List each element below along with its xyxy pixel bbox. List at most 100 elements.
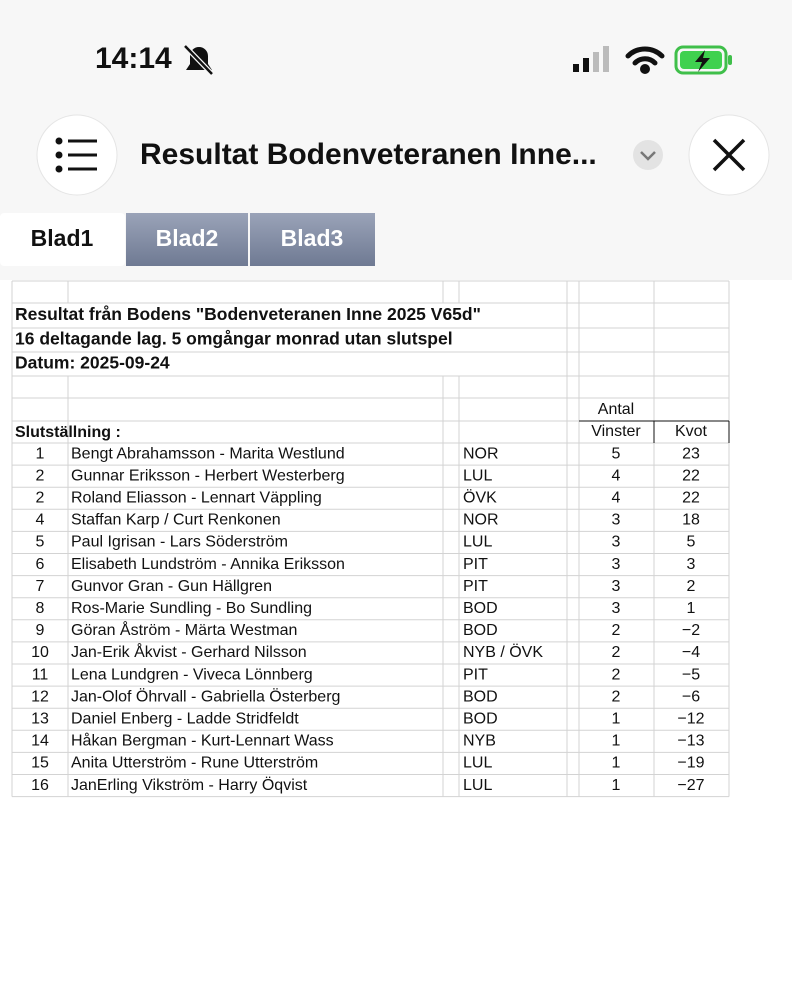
- tab-label: Blad1: [31, 225, 94, 251]
- cell-ratio: 2: [687, 578, 696, 595]
- close-icon: [712, 138, 746, 172]
- cell-rank: 14: [31, 733, 49, 750]
- doc-title: Resultat Bodenveteranen Inne...: [140, 138, 597, 171]
- column-header: Antal: [598, 401, 634, 418]
- cell-wins: 2: [612, 688, 621, 705]
- column-header: Kvot: [675, 423, 708, 440]
- cell-ratio: −12: [677, 710, 704, 727]
- cell-rank: 16: [31, 777, 49, 794]
- cell-club: NYB / ÖVK: [463, 643, 543, 661]
- cell-club: NYB: [463, 733, 496, 750]
- mute-icon: [183, 44, 214, 76]
- column-header: Vinster: [591, 423, 641, 440]
- cell-club: LUL: [463, 467, 492, 484]
- cell-rank: 12: [31, 688, 49, 705]
- menu-icon: [55, 137, 97, 173]
- cell-ratio: 3: [687, 556, 696, 573]
- cell-rank: 15: [31, 755, 49, 772]
- cell-ratio: 5: [687, 534, 696, 551]
- cell-rank: 11: [32, 666, 49, 683]
- cell-team: Paul Igrisan - Lars Söderström: [71, 534, 288, 551]
- cell-ratio: 1: [687, 600, 696, 617]
- cell-rank: 8: [36, 600, 45, 617]
- cell-ratio: −5: [682, 666, 700, 683]
- sheet-title: 16 deltagande lag. 5 omgångar monrad uta…: [15, 329, 453, 349]
- cell-team: Daniel Enberg - Ladde Stridfeldt: [71, 710, 299, 727]
- cell-team: Bengt Abrahamsson - Marita Westlund: [71, 445, 345, 462]
- status-time: 14:14: [95, 42, 172, 75]
- cell-rank: 2: [36, 489, 45, 506]
- cell-team: Ros-Marie Sundling - Bo Sundling: [71, 600, 312, 617]
- cell-wins: 4: [612, 467, 621, 484]
- tab-label: Blad3: [281, 225, 344, 251]
- cell-team: Gunvor Gran - Gun Hällgren: [71, 578, 272, 595]
- signal-icon: [573, 46, 609, 72]
- title-menu-button[interactable]: [633, 140, 663, 170]
- cell-club: PIT: [463, 666, 488, 683]
- cell-rank: 9: [36, 622, 45, 639]
- sheet-title: Datum: 2025-09-24: [15, 353, 170, 373]
- cell-team: Anita Utterström - Rune Utterström: [71, 755, 318, 772]
- cell-rank: 4: [36, 512, 45, 529]
- cell-rank: 2: [36, 467, 45, 484]
- cell-rank: 6: [36, 556, 45, 573]
- cell-team: Staffan Karp / Curt Renkonen: [71, 512, 281, 529]
- cell-wins: 3: [612, 600, 621, 617]
- battery-icon: [674, 45, 732, 75]
- section-label: Slutställning :: [15, 424, 121, 441]
- cell-rank: 7: [36, 578, 45, 595]
- cell-ratio: 22: [682, 489, 700, 506]
- cell-ratio: −6: [682, 688, 700, 705]
- cell-ratio: 22: [682, 467, 700, 484]
- cell-wins: 3: [612, 578, 621, 595]
- cell-wins: 1: [612, 755, 621, 772]
- cell-ratio: 23: [682, 445, 700, 462]
- tab-label: Blad2: [156, 225, 219, 251]
- cell-club: BOD: [463, 710, 498, 727]
- cell-ratio: −19: [677, 755, 704, 772]
- cell-team: Jan-Erik Åkvist - Gerhard Nilsson: [71, 642, 307, 661]
- tab[interactable]: [126, 213, 248, 266]
- cell-ratio: −2: [682, 622, 700, 639]
- cell-ratio: −27: [677, 777, 704, 794]
- chevron-icon: [640, 151, 656, 161]
- tab-active[interactable]: [0, 213, 125, 266]
- cell-team: Göran Åström - Märta Westman: [71, 620, 297, 639]
- cell-rank: 10: [31, 644, 49, 661]
- cell-wins: 1: [612, 710, 621, 727]
- tab[interactable]: [250, 213, 375, 266]
- cell-club: LUL: [463, 777, 492, 794]
- cell-club: LUL: [463, 534, 492, 551]
- cell-ratio: 18: [682, 512, 700, 529]
- cell-club: PIT: [463, 578, 488, 595]
- cell-team: Gunnar Eriksson - Herbert Westerberg: [71, 467, 345, 484]
- cell-wins: 3: [612, 512, 621, 529]
- cell-ratio: −4: [682, 644, 700, 661]
- cell-club: LUL: [463, 755, 492, 772]
- cell-team: Roland Eliasson - Lennart Väppling: [71, 489, 322, 506]
- cell-team: Elisabeth Lundström - Annika Eriksson: [71, 556, 345, 573]
- cell-team: Jan-Olof Öhrvall - Gabriella Österberg: [71, 687, 340, 705]
- cell-rank: 5: [36, 534, 45, 551]
- cell-club: NOR: [463, 445, 499, 462]
- cell-wins: 1: [612, 777, 621, 794]
- cell-team: Håkan Bergman - Kurt-Lennart Wass: [71, 732, 334, 750]
- wifi-icon: [625, 46, 665, 74]
- cell-club: PIT: [463, 556, 488, 573]
- cell-rank: 13: [31, 710, 49, 727]
- cell-rank: 1: [36, 445, 45, 462]
- cell-wins: 2: [612, 622, 621, 639]
- cell-team: Lena Lundgren - Viveca Lönnberg: [71, 666, 313, 683]
- cell-team: JanErling Vikström - Harry Öqvist: [71, 776, 308, 794]
- cell-club: BOD: [463, 622, 498, 639]
- cell-wins: 2: [612, 644, 621, 661]
- cell-wins: 3: [612, 534, 621, 551]
- cell-wins: 4: [612, 489, 621, 506]
- cell-club: ÖVK: [463, 488, 497, 506]
- cell-club: BOD: [463, 600, 498, 617]
- cell-wins: 1: [612, 733, 621, 750]
- sheet-title: Resultat från Bodens "Bodenveteranen Inn…: [15, 304, 481, 324]
- cell-wins: 3: [612, 556, 621, 573]
